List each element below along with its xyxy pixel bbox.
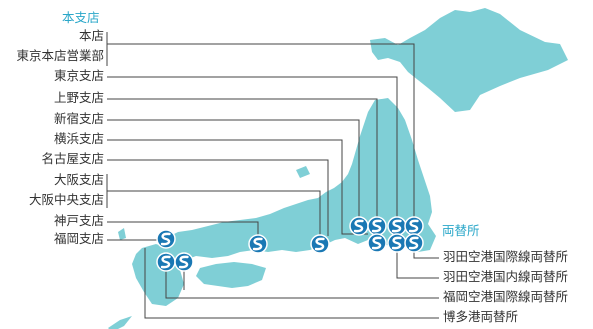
branch-label: 大阪支店 bbox=[53, 172, 104, 187]
company-logo-icon bbox=[156, 229, 176, 249]
leader-line bbox=[107, 190, 321, 236]
exchange-label: 博多港両替所 bbox=[443, 309, 519, 324]
tsushima-island bbox=[118, 228, 126, 240]
company-logo-icon bbox=[174, 252, 194, 272]
company-logo-icon bbox=[367, 233, 387, 253]
company-logo-icon bbox=[387, 233, 407, 253]
branch-heading: 本支店 bbox=[62, 10, 100, 25]
branch-label: 横浜支店 bbox=[53, 131, 104, 146]
okinawa bbox=[108, 316, 132, 329]
company-logo-icon bbox=[248, 234, 268, 254]
sado-island bbox=[296, 166, 310, 178]
exchange-label: 羽田空港国内線両替所 bbox=[443, 269, 569, 284]
leader-line bbox=[107, 76, 398, 218]
exchange-label: 福岡空港国際線両替所 bbox=[443, 289, 569, 304]
branch-label: 東京支店 bbox=[53, 68, 104, 83]
leader-line bbox=[107, 221, 259, 236]
hokkaido bbox=[370, 8, 568, 112]
company-logo-icon bbox=[310, 234, 330, 254]
location-markers bbox=[156, 216, 424, 272]
company-logo-icon bbox=[404, 216, 424, 236]
branch-label: 上野支店 bbox=[53, 90, 104, 105]
leader-line bbox=[165, 271, 439, 299]
branch-label: 大阪中央支店 bbox=[28, 192, 104, 207]
branch-label: 新宿支店 bbox=[53, 111, 104, 126]
leader-line bbox=[107, 159, 329, 236]
shikoku bbox=[196, 262, 266, 288]
company-logo-icon bbox=[404, 233, 424, 253]
leader-line bbox=[107, 98, 378, 218]
leader-line bbox=[396, 252, 439, 279]
exchange-heading: 両替所 bbox=[442, 223, 480, 238]
company-logo-icon bbox=[387, 216, 407, 236]
leader-line bbox=[107, 119, 360, 218]
exchange-label: 羽田空港国際線両替所 bbox=[443, 249, 569, 264]
company-logo-icon bbox=[349, 216, 369, 236]
branch-label: 名古屋支店 bbox=[41, 151, 104, 166]
branch-label: 本店 bbox=[78, 28, 104, 43]
leader-line bbox=[107, 43, 415, 218]
leader-line bbox=[413, 252, 439, 259]
leader-line bbox=[144, 248, 439, 319]
company-logo-icon bbox=[156, 252, 176, 272]
company-logo-icon bbox=[367, 216, 387, 236]
branch-label: 福岡支店 bbox=[53, 231, 104, 246]
leader-lines bbox=[106, 32, 439, 319]
branch-label: 東京本店営業部 bbox=[16, 48, 104, 63]
branch-label: 神戸支店 bbox=[53, 213, 104, 228]
